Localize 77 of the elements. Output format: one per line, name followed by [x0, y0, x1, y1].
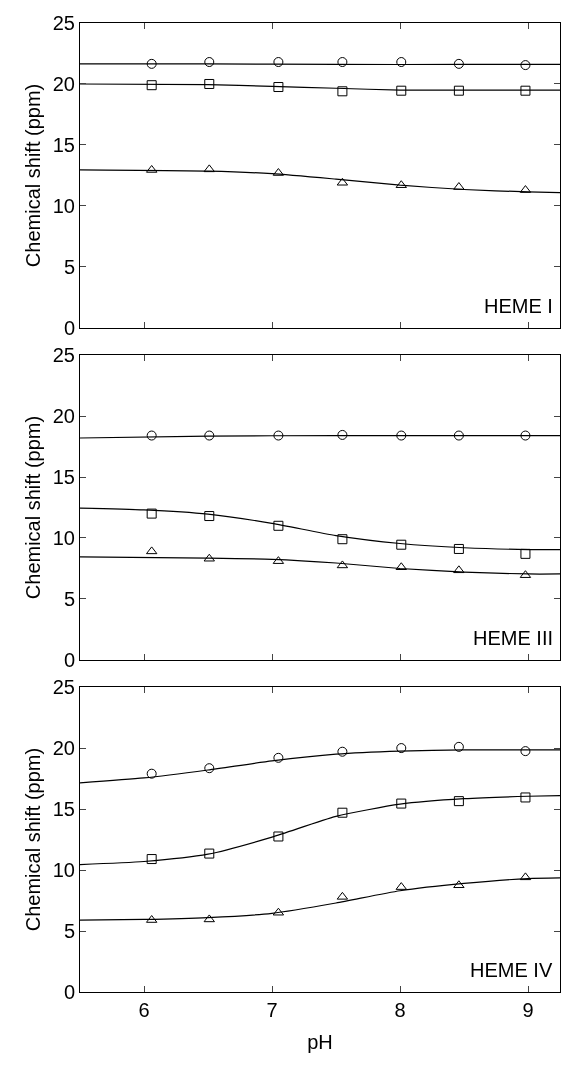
x-tick-label: 9 [522, 999, 534, 1021]
point [453, 796, 464, 807]
annotation: HEME I [484, 295, 553, 317]
point [337, 534, 348, 545]
point [520, 548, 531, 559]
y-tick-label: 15 [52, 798, 75, 821]
x-axis-title: pH [307, 1030, 333, 1053]
point [146, 430, 157, 441]
point [204, 763, 215, 774]
point [337, 86, 348, 97]
y-tick-label: 10 [52, 194, 75, 217]
point [520, 60, 531, 71]
point [453, 85, 464, 96]
point [273, 520, 284, 531]
point [203, 553, 215, 562]
point [337, 429, 348, 440]
point [146, 768, 157, 779]
point [396, 85, 407, 96]
point [395, 562, 407, 571]
point [204, 78, 215, 89]
point [146, 854, 157, 865]
y-tick-label: 5 [63, 920, 75, 943]
y-tick-label: 25 [52, 676, 75, 699]
point [453, 430, 464, 441]
point [204, 511, 215, 522]
point [204, 57, 215, 68]
point [337, 807, 348, 818]
y-tick-label: 25 [52, 344, 75, 367]
point [453, 543, 464, 554]
y-tick-label: 10 [52, 526, 75, 549]
point [453, 565, 465, 574]
point [203, 164, 215, 173]
point [520, 792, 531, 803]
y-tick-label: 0 [63, 981, 75, 1003]
point [146, 508, 157, 519]
point [273, 430, 284, 441]
y-tick-label: 20 [52, 405, 75, 428]
point [146, 58, 157, 69]
point [520, 746, 531, 757]
y-tick-label: 5 [63, 255, 75, 278]
y-tick-label: 25 [52, 12, 75, 34]
y-tick-label: 5 [63, 587, 75, 610]
point [396, 430, 407, 441]
point [273, 82, 284, 93]
point [453, 741, 464, 752]
point [273, 57, 284, 68]
annotation: HEME III [473, 627, 554, 649]
x-tick-label: 6 [138, 999, 150, 1021]
point [337, 746, 348, 757]
y-tick-label: 10 [52, 859, 75, 882]
point [273, 752, 284, 763]
y-tick-label: 15 [52, 133, 75, 156]
point [453, 58, 464, 69]
annotation: HEME IV [470, 959, 553, 981]
point [146, 80, 157, 91]
x-tick-label: 8 [394, 999, 406, 1021]
point [396, 743, 407, 754]
point [204, 430, 215, 441]
y-tick-label: 0 [63, 316, 75, 339]
y-axis-title: Chemical shift (ppm) [22, 747, 45, 932]
y-tick-label: 15 [52, 466, 75, 488]
point [396, 798, 407, 809]
point [204, 848, 215, 859]
point [337, 57, 348, 68]
y-axis-title: Chemical shift (ppm) [22, 83, 45, 268]
y-tick-label: 20 [52, 72, 75, 95]
point [396, 57, 407, 68]
point [396, 539, 407, 550]
point [520, 85, 531, 96]
y-tick-label: 20 [52, 737, 75, 760]
y-tick-label: 0 [63, 648, 75, 671]
point [273, 831, 284, 842]
y-axis-title: Chemical shift (ppm) [22, 415, 45, 600]
x-tick-label: 7 [266, 999, 278, 1021]
point [203, 914, 215, 923]
point [453, 880, 465, 889]
point [520, 430, 531, 441]
